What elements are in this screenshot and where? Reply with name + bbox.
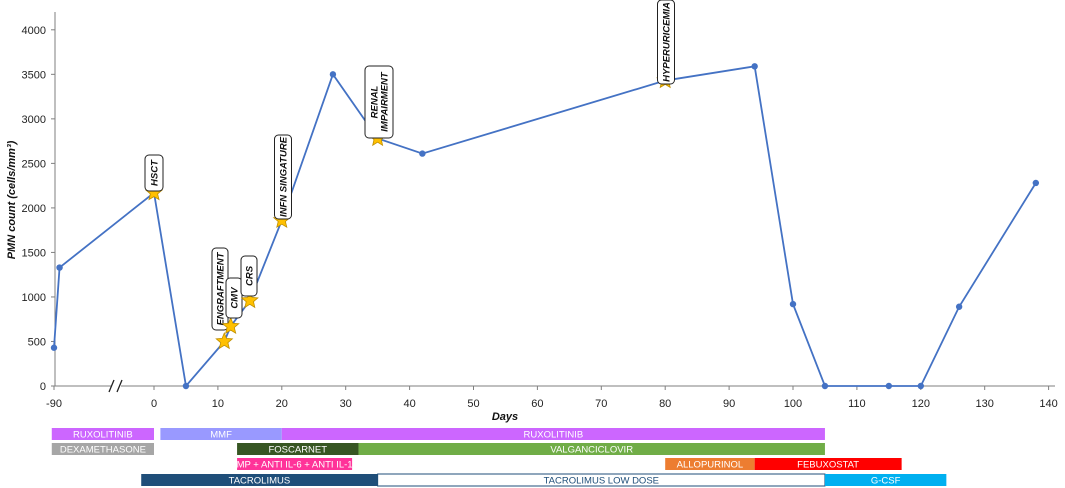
x-tick-label: 60 [531, 398, 543, 410]
therapy-bar-label: TACROLIMUS [229, 476, 291, 487]
therapy-bar [160, 428, 282, 440]
therapy-bar [237, 458, 353, 470]
y-tick-label: 3500 [22, 69, 46, 81]
annotation-label: ENGRAFTMENT [216, 251, 227, 325]
therapy-bar-label: DEXAMETHASONE [60, 445, 146, 456]
therapy-bar [51, 443, 154, 455]
axis-break-mark [108, 379, 115, 393]
therapy-bar-label: RUXOLITINIB [524, 430, 584, 441]
therapy-bar [377, 473, 826, 487]
therapy-bar-label: MMF [210, 430, 232, 441]
annotation-star-icon [215, 331, 234, 350]
x-tick-label: 110 [848, 398, 866, 410]
x-tick-label: 50 [467, 398, 479, 410]
data-point [751, 63, 758, 70]
therapy-bar [754, 458, 902, 470]
axis-break-mark [116, 379, 123, 393]
annotation-layer: HSCT ENGRAFTMENT CMV CRS INFN SINGATURE RENAL… [144, 0, 675, 350]
data-point [1032, 179, 1040, 187]
data-point [56, 264, 63, 271]
annotation-box [657, 0, 675, 85]
y-tick-label: 3000 [22, 114, 46, 126]
x-tick-label: 10 [212, 398, 224, 410]
therapy-bar-label: RUXOLITINIB [73, 430, 133, 441]
x-tick-label: 0 [151, 398, 157, 410]
series-line [53, 65, 1037, 389]
y-tick-label: 1000 [22, 292, 46, 304]
annotation-label: IMPAIRMENT [380, 71, 391, 132]
x-axis-label: Days [492, 411, 518, 423]
y-axis-label: PMN count (cells/mm³) [6, 140, 18, 259]
therapy-bar-label: ALLOPURINOL [677, 460, 744, 471]
therapy-bar-label: G-CSF [871, 476, 901, 487]
data-point [955, 303, 963, 310]
annotation-box [274, 134, 292, 220]
annotation-star-icon [221, 316, 240, 335]
y-tick-label: 0 [40, 381, 46, 393]
data-point [50, 344, 58, 351]
x-tick-label: 120 [912, 398, 930, 410]
therapy-bar [665, 458, 755, 470]
x-tick-label: 20 [276, 398, 288, 410]
annotation-box [240, 255, 258, 297]
annotation-label: CRS [245, 265, 256, 286]
data-point [789, 300, 797, 308]
x-tick-label: -90 [46, 398, 62, 410]
therapy-bar [824, 474, 947, 486]
y-tick-label: 1500 [22, 247, 46, 259]
annotation-box [144, 154, 164, 192]
data-point [329, 71, 337, 78]
data-point [885, 382, 893, 390]
annotation-label: HSCT [150, 159, 161, 186]
data-point [419, 150, 426, 157]
x-tick-label: 100 [784, 398, 802, 410]
x-tick-label: 90 [723, 398, 735, 410]
y-tick-label: 2500 [22, 158, 46, 170]
x-tick-label: 130 [976, 398, 994, 410]
x-tick-label: 40 [403, 398, 415, 410]
therapy-bars: RUXOLITINIB MMF RUXOLITINIB DEXAMETHASONE FO… [51, 428, 947, 487]
therapy-bar-label: FOSCARNET [268, 445, 327, 456]
therapy-bar [237, 443, 359, 455]
data-point [917, 382, 924, 390]
y-tick-label: 4000 [22, 25, 46, 37]
y-tick-label: 2000 [22, 203, 46, 215]
therapy-bar [51, 428, 154, 440]
x-tick-label: 70 [595, 398, 607, 410]
therapy-bar-label: TACROLIMUS LOW DOSE [544, 476, 659, 487]
annotation-label: HYPERURICEMIA [662, 2, 673, 82]
y-tick-label: 500 [28, 336, 46, 348]
therapy-bar [358, 443, 825, 455]
x-tick-label: 30 [340, 398, 352, 410]
therapy-bar-label: VALGANCICLOVIR [550, 445, 633, 456]
annotation-label: INFN SINGATURE [279, 136, 290, 217]
therapy-bar [281, 428, 825, 440]
data-point [182, 382, 190, 390]
therapy-bar [141, 474, 378, 486]
data-point [821, 382, 829, 390]
therapy-bar-label: MP + ANTI IL-6 + ANTI IL-1 [237, 460, 353, 471]
therapy-bar-label: FEBUXOSTAT [797, 460, 859, 471]
x-tick-label: 140 [1039, 398, 1057, 410]
series-layer [50, 63, 1040, 390]
chart-axes [54, 12, 1055, 393]
annotation-box [364, 65, 394, 139]
x-tick-label: 80 [659, 398, 671, 410]
annotation-label: RENAL [370, 85, 381, 118]
annotation-label: CMV [230, 287, 241, 309]
annotation-star-icon [240, 290, 259, 309]
